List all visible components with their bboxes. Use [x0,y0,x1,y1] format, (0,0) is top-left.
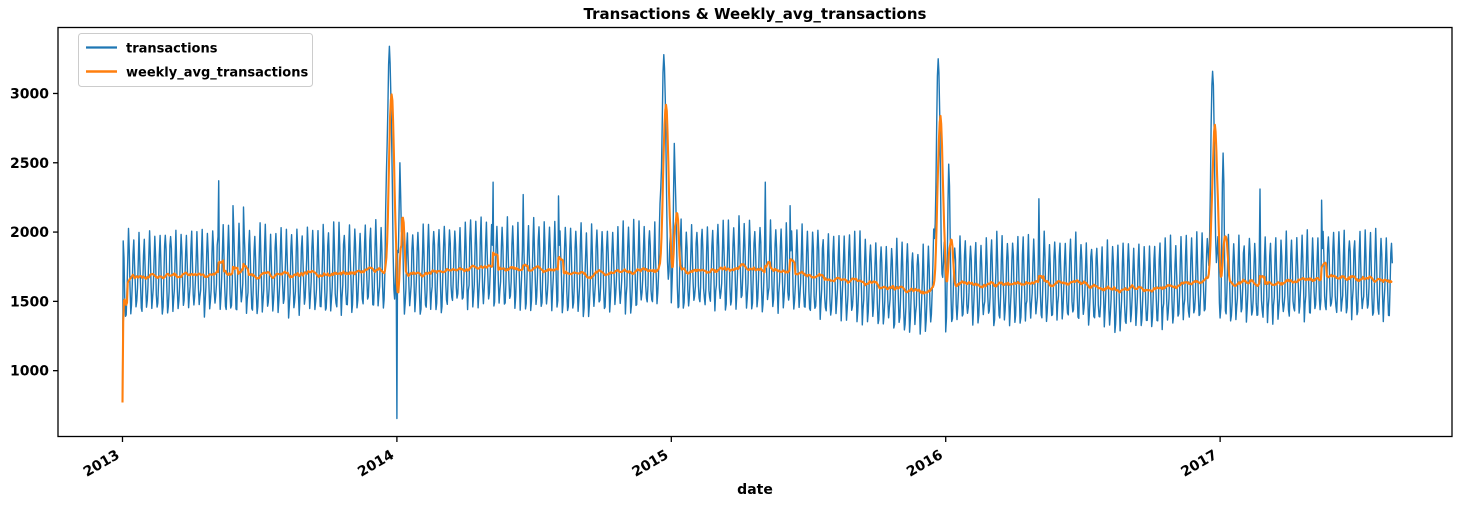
y-tick-label: 1500 [10,294,49,310]
weekly-avg-transactions-line [121,93,1393,403]
legend-box [78,33,313,87]
y-tick-label: 1000 [10,364,49,380]
x-tick-label: 2014 [355,447,397,480]
x-axis-label: date [737,482,773,498]
plot-area: 1000 1500 2000 2500 3000 2013 2014 2015 2016 2017 [10,26,1453,480]
x-tick-label: 2015 [630,447,672,480]
x-tick-label: 2013 [81,447,123,480]
transactions-line [121,45,1393,420]
chart-title: Transactions & Weekly_avg_transactions [584,5,927,23]
y-tick-label: 2500 [10,156,49,172]
x-tick-label: 2016 [904,447,946,480]
legend-label-transactions: transactions [126,42,218,57]
x-tick-label: 2017 [1178,447,1220,480]
y-tick-label: 2000 [10,225,49,241]
y-tick-label: 3000 [10,86,49,102]
legend-label-weekly-avg-transactions: weekly_avg_transactions [126,66,308,81]
legend: transactions weekly_avg_transactions [78,33,313,87]
